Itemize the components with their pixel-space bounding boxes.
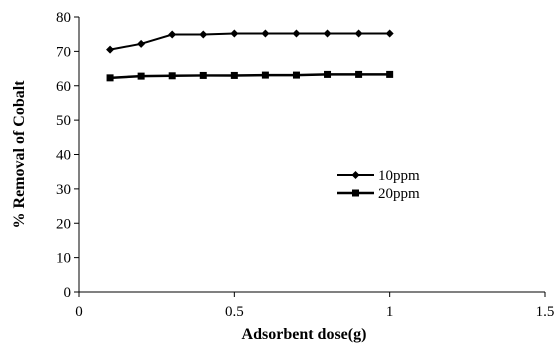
y-tick-label: 80 (56, 10, 71, 26)
x-axis-title: Adsorbent dose(g) (242, 326, 367, 343)
data-point (168, 72, 176, 80)
data-point (199, 71, 207, 79)
data-point (324, 70, 332, 78)
data-point (106, 45, 115, 54)
legend-marker (351, 171, 360, 179)
series-20ppm (106, 70, 394, 82)
y-tick-label: 60 (56, 79, 71, 95)
y-tick-label: 10 (56, 251, 71, 267)
legend: 10ppm 20ppm (337, 168, 420, 202)
y-tick-label: 50 (56, 113, 71, 129)
y-tick-label: 0 (64, 285, 72, 301)
series-10ppm (106, 29, 394, 54)
data-point (137, 72, 145, 80)
series-layer (106, 29, 394, 82)
data-point (292, 71, 300, 79)
y-tick-label: 30 (56, 182, 71, 198)
data-point (354, 29, 363, 38)
x-tick-label: 0.5 (225, 304, 244, 320)
x-tick-label: 1.5 (536, 304, 555, 320)
data-point (385, 29, 394, 38)
data-point (168, 30, 177, 39)
data-point (106, 74, 114, 82)
axes: 0 10 20 30 40 50 60 70 80 0 0.5 1 1.5 (56, 10, 554, 320)
y-tick-label: 20 (56, 216, 71, 232)
data-point (199, 30, 208, 39)
data-point (230, 29, 239, 38)
x-tick-label: 0 (75, 304, 83, 320)
data-point (261, 29, 270, 38)
legend-item: 10ppm (337, 168, 420, 184)
legend-marker (352, 189, 359, 197)
data-point (355, 70, 363, 78)
data-point (230, 71, 238, 79)
data-point (386, 70, 394, 78)
data-point (261, 71, 269, 79)
data-point (323, 29, 332, 38)
y-tick-label: 40 (56, 148, 71, 164)
legend-item: 20ppm (337, 186, 420, 202)
legend-label: 10ppm (378, 168, 420, 184)
series-line (109, 32, 390, 51)
y-tick-label: 70 (56, 44, 71, 60)
y-axis-title: % Removal of Cobalt (11, 80, 28, 229)
legend-label: 20ppm (378, 186, 420, 202)
data-point (292, 29, 301, 38)
series-line (109, 73, 390, 80)
data-point (137, 39, 146, 48)
x-tick-label: 1 (386, 304, 394, 320)
